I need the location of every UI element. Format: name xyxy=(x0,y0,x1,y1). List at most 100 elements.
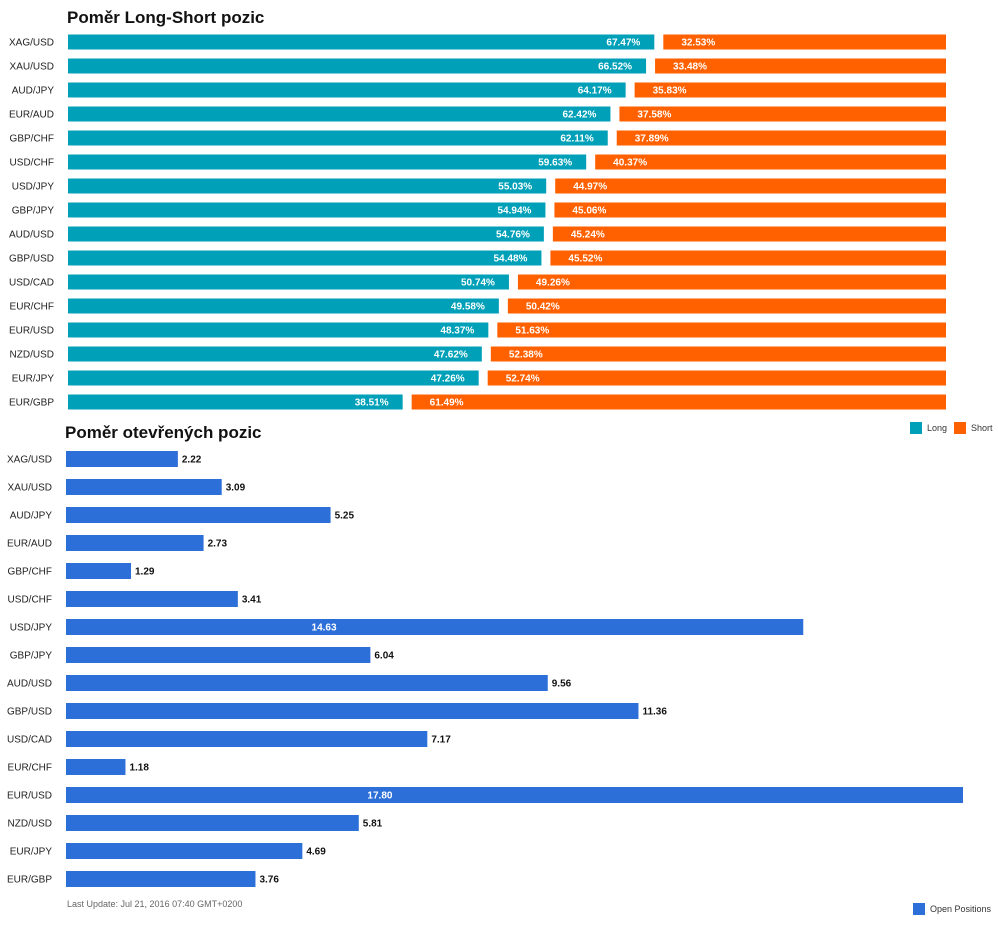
long-value-label-usd-cad: 50.74% xyxy=(461,278,495,289)
long-value-label-eur-chf: 49.58% xyxy=(451,302,485,313)
category-label-open-eur-usd: EUR/USD xyxy=(7,791,52,802)
category-label-eur-jpy: EUR/JPY xyxy=(12,374,55,385)
category-label-open-gbp-usd: GBP/USD xyxy=(7,707,52,718)
open-positions-bar-eur-aud xyxy=(66,535,204,551)
long-bar-eur-chf xyxy=(68,298,499,314)
open-positions-bar-aud-usd xyxy=(66,675,548,691)
short-value-label-eur-jpy: 52.74% xyxy=(506,374,540,385)
legend-swatch-open-positions xyxy=(913,903,925,915)
category-label-open-usd-cad: USD/CAD xyxy=(7,735,52,746)
long-bar-usd-cad xyxy=(68,274,509,290)
short-value-label-eur-gbp: 61.49% xyxy=(430,398,464,409)
category-label-open-eur-jpy: EUR/JPY xyxy=(10,847,53,858)
long-value-label-gbp-chf: 62.11% xyxy=(560,134,593,145)
long-value-label-aud-usd: 54.76% xyxy=(496,230,530,241)
long-value-label-nzd-usd: 47.62% xyxy=(434,350,468,361)
long-value-label-usd-chf: 59.63% xyxy=(538,158,572,169)
short-value-label-eur-usd: 51.63% xyxy=(515,326,549,337)
category-label-open-aud-jpy: AUD/JPY xyxy=(10,511,53,522)
open-positions-value-label-aud-usd: 9.56 xyxy=(552,679,572,690)
open-positions-value-label-usd-chf: 3.41 xyxy=(242,595,262,606)
short-value-label-gbp-usd: 45.52% xyxy=(568,254,602,265)
short-bar-nzd-usd xyxy=(490,346,946,362)
category-label-gbp-jpy: GBP/JPY xyxy=(12,206,55,217)
category-label-xag-usd: XAG/USD xyxy=(9,38,54,49)
open-positions-value-label-eur-usd: 17.80 xyxy=(367,791,392,802)
short-bar-eur-jpy xyxy=(487,370,946,386)
open-positions-legend[interactable]: Open Positions xyxy=(913,903,991,915)
category-label-aud-jpy: AUD/JPY xyxy=(12,86,55,97)
category-label-open-eur-aud: EUR/AUD xyxy=(7,539,52,550)
category-label-open-usd-chf: USD/CHF xyxy=(8,595,52,606)
short-bar-xag-usd xyxy=(663,34,946,50)
long-bar-eur-gbp xyxy=(68,394,403,410)
short-value-label-aud-usd: 45.24% xyxy=(571,230,605,241)
short-bar-eur-gbp xyxy=(411,394,947,410)
open-positions-bar-xag-usd xyxy=(66,451,178,467)
legend-label-open-positions: Open Positions xyxy=(930,904,992,914)
long-value-label-eur-aud: 62.42% xyxy=(563,110,597,121)
short-value-label-aud-jpy: 35.83% xyxy=(653,86,687,97)
category-label-eur-aud: EUR/AUD xyxy=(9,110,54,121)
open-positions-bar-gbp-chf xyxy=(66,563,132,579)
long-bar-gbp-chf xyxy=(68,130,608,146)
long-value-label-eur-jpy: 47.26% xyxy=(431,374,465,385)
category-label-open-eur-chf: EUR/CHF xyxy=(8,763,52,774)
category-label-usd-cad: USD/CAD xyxy=(9,278,54,289)
category-label-open-usd-jpy: USD/JPY xyxy=(10,623,53,634)
short-bar-eur-chf xyxy=(507,298,946,314)
legend-label-short: Short xyxy=(971,423,993,433)
long-bar-eur-usd xyxy=(68,322,489,338)
short-bar-xau-usd xyxy=(655,58,946,74)
open-positions-value-label-eur-chf: 1.18 xyxy=(129,763,149,774)
open-positions-value-label-gbp-chf: 1.29 xyxy=(135,567,155,578)
long-bar-gbp-jpy xyxy=(68,202,546,218)
legend-item-long[interactable]: Long xyxy=(910,422,947,434)
short-value-label-usd-chf: 40.37% xyxy=(613,158,647,169)
long-short-chart: XAG/USD 67.47% 32.53% XAU/USD 66.52% 33.48% AU… xyxy=(9,34,947,410)
open-positions-value-label-eur-gbp: 3.76 xyxy=(259,875,279,886)
long-bar-xau-usd xyxy=(68,58,647,74)
open-positions-value-label-xau-usd: 3.09 xyxy=(226,483,246,494)
short-bar-usd-cad xyxy=(517,274,946,290)
open-positions-bar-aud-jpy xyxy=(66,507,331,523)
category-label-gbp-usd: GBP/USD xyxy=(9,254,54,265)
legend-item-short[interactable]: Short xyxy=(954,422,993,434)
open-positions-value-label-eur-aud: 2.73 xyxy=(208,539,228,550)
long-value-label-gbp-usd: 54.48% xyxy=(494,254,528,265)
category-label-open-xau-usd: XAU/USD xyxy=(8,483,52,494)
short-bar-gbp-jpy xyxy=(554,202,946,218)
long-bar-eur-aud xyxy=(68,106,611,122)
open-positions-bar-nzd-usd xyxy=(66,815,359,831)
long-short-chart-title: Poměr Long-Short pozic xyxy=(67,8,265,27)
long-bar-gbp-usd xyxy=(68,250,542,266)
open-positions-bar-gbp-jpy xyxy=(66,647,371,663)
short-bar-aud-usd xyxy=(552,226,946,242)
long-value-label-gbp-jpy: 54.94% xyxy=(498,206,532,217)
long-bar-nzd-usd xyxy=(68,346,482,362)
category-label-eur-usd: EUR/USD xyxy=(9,326,54,337)
short-value-label-usd-jpy: 44.97% xyxy=(573,182,607,193)
long-value-label-eur-gbp: 38.51% xyxy=(355,398,389,409)
open-positions-bar-eur-jpy xyxy=(66,843,303,859)
long-bar-eur-jpy xyxy=(68,370,479,386)
open-positions-bar-usd-chf xyxy=(66,591,238,607)
category-label-aud-usd: AUD/USD xyxy=(9,230,54,241)
open-positions-value-label-aud-jpy: 5.25 xyxy=(335,511,355,522)
long-value-label-xau-usd: 66.52% xyxy=(598,62,632,73)
short-value-label-gbp-chf: 37.89% xyxy=(635,134,669,145)
category-label-usd-jpy: USD/JPY xyxy=(12,182,55,193)
short-value-label-xau-usd: 33.48% xyxy=(673,62,707,73)
category-label-open-eur-gbp: EUR/GBP xyxy=(7,875,52,886)
long-bar-usd-jpy xyxy=(68,178,547,194)
open-positions-bar-eur-usd xyxy=(66,787,963,803)
category-label-open-nzd-usd: NZD/USD xyxy=(8,819,52,830)
short-value-label-nzd-usd: 52.38% xyxy=(509,350,543,361)
long-value-label-aud-jpy: 64.17% xyxy=(578,86,612,97)
long-short-legend: Long Short xyxy=(910,422,998,434)
long-bar-aud-jpy xyxy=(68,82,626,98)
category-label-eur-chf: EUR/CHF xyxy=(10,302,54,313)
category-label-nzd-usd: NZD/USD xyxy=(10,350,54,361)
open-positions-bar-usd-cad xyxy=(66,731,428,747)
